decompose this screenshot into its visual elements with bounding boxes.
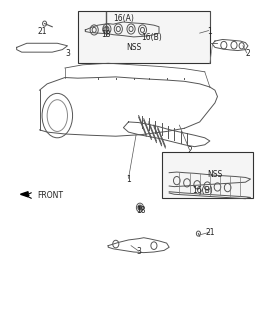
Text: NSS: NSS: [126, 43, 141, 52]
Text: 21: 21: [37, 27, 47, 36]
Text: 2: 2: [246, 49, 250, 58]
Polygon shape: [21, 192, 28, 197]
Text: 18: 18: [101, 30, 110, 39]
Text: 1: 1: [207, 27, 212, 36]
Text: FRONT: FRONT: [37, 191, 63, 200]
Text: 16(B): 16(B): [192, 186, 213, 195]
Text: 2: 2: [187, 146, 192, 155]
Text: 16(A): 16(A): [113, 14, 134, 23]
Text: 18: 18: [136, 206, 146, 215]
Text: 1: 1: [126, 174, 131, 184]
Text: 21: 21: [205, 228, 215, 237]
Text: 16(B): 16(B): [141, 33, 162, 42]
Bar: [162, 152, 253, 198]
Text: 3: 3: [65, 49, 70, 58]
Text: NSS: NSS: [207, 170, 223, 179]
Circle shape: [138, 205, 142, 210]
Text: 3: 3: [136, 247, 141, 257]
Bar: [78, 11, 210, 63]
